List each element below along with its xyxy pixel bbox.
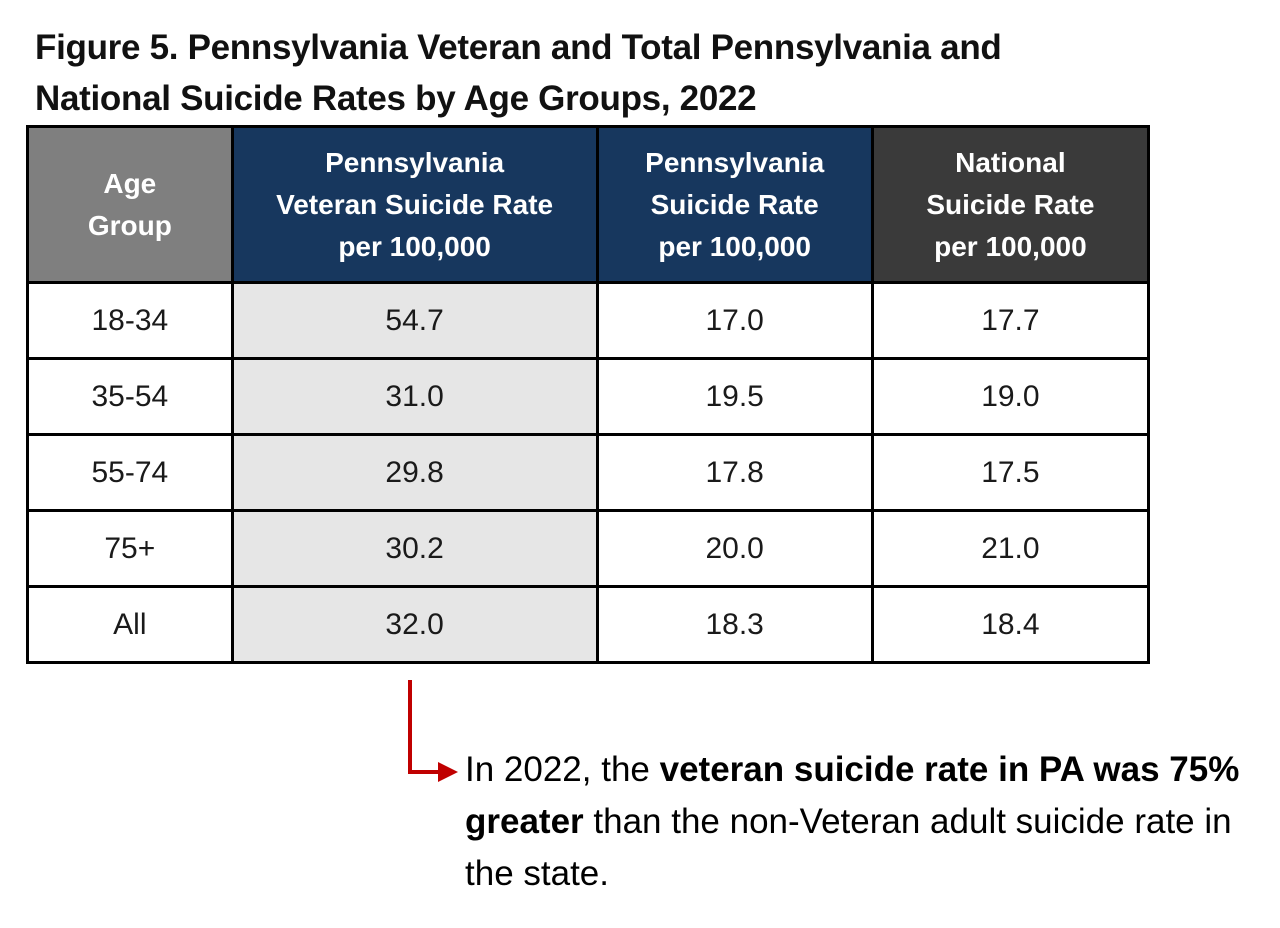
cell-pa-veteran-rate: 31.0 [230, 357, 599, 436]
cell-national-rate: 18.4 [870, 585, 1151, 664]
cell-pa-veteran-rate: 30.2 [230, 509, 599, 588]
table-row: All 32.0 18.3 18.4 [26, 585, 1151, 664]
cell-age-group: All [26, 585, 234, 664]
cell-national-rate: 21.0 [870, 509, 1151, 588]
header-age-group-line: Group [87, 209, 172, 241]
callout-arrow-icon [408, 680, 458, 782]
header-national-rate-line: Suicide Rate [926, 188, 1095, 220]
header-pa-veteran-rate-line: Veteran Suicide Rate [276, 188, 554, 220]
table-row: 18-34 54.7 17.0 17.7 [26, 281, 1151, 360]
cell-pa-rate: 18.3 [595, 585, 874, 664]
header-pa-rate-line: Suicide Rate [650, 188, 819, 220]
note-bold: veteran suicide rate in PA was 75% great… [465, 750, 1240, 841]
header-pa-veteran-rate-line: Pennsylvania [325, 146, 505, 178]
cell-pa-rate: 17.0 [595, 281, 874, 360]
cell-pa-rate: 17.8 [595, 433, 874, 512]
figure-title-line-1: Figure 5. Pennsylvania Veteran and Total… [35, 28, 1002, 67]
cell-age-group: 35-54 [26, 357, 234, 436]
header-pa-veteran-rate: Pennsylvania Veteran Suicide Rate per 10… [230, 125, 599, 284]
table-row: 35-54 31.0 19.5 19.0 [26, 357, 1151, 436]
header-pa-rate: Pennsylvania Suicide Rate per 100,000 [595, 125, 874, 284]
figure-title: Figure 5. Pennsylvania Veteran and Total… [35, 22, 1185, 124]
header-pa-veteran-rate-line: per 100,000 [338, 230, 491, 262]
table-row: 55-74 29.8 17.8 17.5 [26, 433, 1151, 512]
callout-arrow-line [408, 680, 440, 774]
note-tail: than the non-Veteran adult suicide rate … [465, 802, 1242, 893]
cell-age-group: 18-34 [26, 281, 234, 360]
suicide-rates-table: Age Group Pennsylvania Veteran Suicide R… [26, 125, 1151, 664]
callout-arrow-head [438, 762, 458, 782]
cell-pa-veteran-rate: 54.7 [230, 281, 599, 360]
cell-pa-rate: 20.0 [595, 509, 874, 588]
header-row: Age Group Pennsylvania Veteran Suicide R… [26, 125, 1151, 284]
header-pa-rate-line: per 100,000 [658, 230, 811, 262]
header-pa-rate-line: Pennsylvania [645, 146, 825, 178]
cell-national-rate: 19.0 [870, 357, 1151, 436]
header-national-rate-line: National [955, 146, 1066, 178]
figure-title-line-2: National Suicide Rates by Age Groups, 20… [35, 79, 757, 118]
cell-age-group: 55-74 [26, 433, 234, 512]
header-national-rate: National Suicide Rate per 100,000 [870, 125, 1151, 284]
callout-note: In 2022, the veteran suicide rate in PA … [465, 744, 1245, 900]
table-row: 75+ 30.2 20.0 21.0 [26, 509, 1151, 588]
header-national-rate-line: per 100,000 [934, 230, 1087, 262]
header-age-group: Age Group [26, 125, 234, 284]
cell-pa-veteran-rate: 32.0 [230, 585, 599, 664]
note-lead: In 2022, the [465, 750, 660, 789]
header-age-group-line: Age [103, 167, 157, 199]
cell-pa-veteran-rate: 29.8 [230, 433, 599, 512]
cell-age-group: 75+ [26, 509, 234, 588]
cell-national-rate: 17.7 [870, 281, 1151, 360]
cell-national-rate: 17.5 [870, 433, 1151, 512]
cell-pa-rate: 19.5 [595, 357, 874, 436]
